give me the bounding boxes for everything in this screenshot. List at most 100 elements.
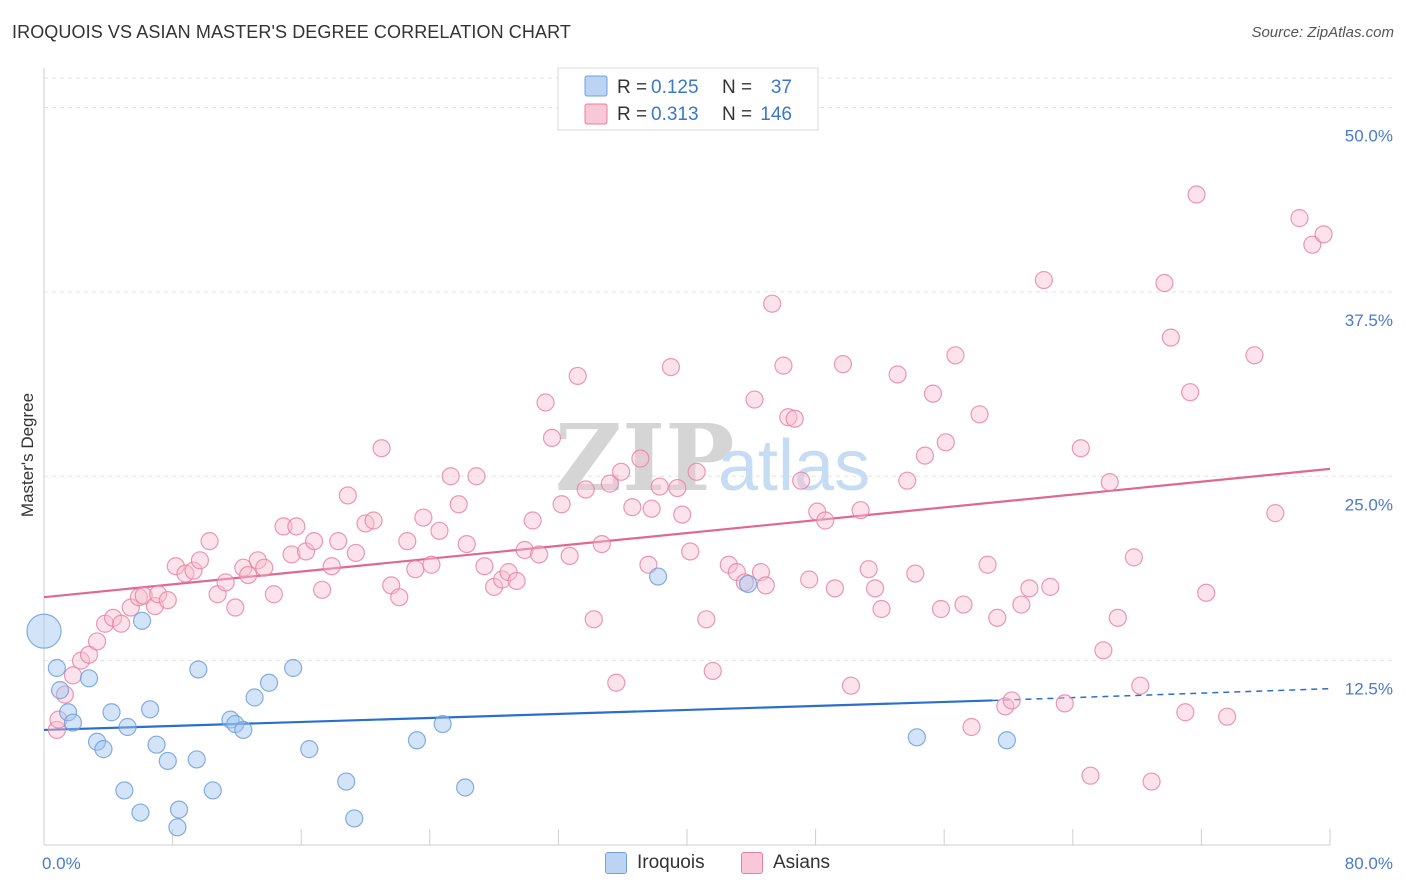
iroquois-point xyxy=(259,673,279,692)
asians-point xyxy=(346,543,365,563)
asians-swatch xyxy=(741,852,763,874)
asians-point xyxy=(542,428,562,447)
asians-point xyxy=(422,555,441,574)
iroquois-point xyxy=(158,751,177,771)
asians-point xyxy=(287,517,306,536)
asians-point xyxy=(931,599,951,619)
axes xyxy=(43,68,1331,846)
asians-point xyxy=(745,390,764,409)
asians-point xyxy=(1314,225,1333,244)
asians-point xyxy=(906,564,925,583)
iroquois-point xyxy=(234,720,253,740)
iroquois-point xyxy=(337,772,356,791)
asians-point xyxy=(1131,676,1150,695)
asians-point xyxy=(888,365,907,384)
asians-point xyxy=(1081,766,1100,785)
y-axis-label: Master's Degree xyxy=(18,393,37,517)
asians-point xyxy=(493,570,512,589)
asians-point xyxy=(248,551,267,570)
iroquois-point xyxy=(300,740,319,759)
bottom-legend-iroquois-label: Iroquois xyxy=(637,852,705,873)
asians-point xyxy=(962,717,981,737)
asians-point xyxy=(239,565,258,585)
y-tick-label: 12.5% xyxy=(1345,680,1393,699)
asians-point xyxy=(1290,209,1309,228)
watermark-zip: ZIP xyxy=(555,404,734,512)
legend-iroquois-n-value: 37 xyxy=(771,77,792,98)
watermark-atlas: atlas xyxy=(718,426,870,506)
asians-point xyxy=(611,462,631,481)
iroquois-point xyxy=(203,781,222,800)
asians-point xyxy=(398,532,417,551)
asians-point xyxy=(264,585,283,604)
asians-point xyxy=(1094,641,1113,660)
iroquois-point xyxy=(284,658,303,678)
asians-point xyxy=(865,579,885,598)
asians-point xyxy=(441,467,460,486)
iroquois-point xyxy=(26,613,62,649)
asians-point xyxy=(859,560,878,579)
legend-asians-n-label: N = xyxy=(722,104,752,125)
asians-point xyxy=(364,511,383,530)
asians-point xyxy=(978,555,997,574)
iroquois-point xyxy=(147,735,166,754)
asians-point xyxy=(406,560,425,579)
asians-point xyxy=(467,467,486,486)
iroquois-point xyxy=(140,700,160,719)
asians-point xyxy=(457,534,476,554)
asians-point xyxy=(560,546,579,566)
bottom-legend-asians: Asians xyxy=(741,852,830,874)
iroquois-point xyxy=(407,731,427,750)
asians-point xyxy=(507,571,526,591)
iroquois-point xyxy=(997,731,1016,750)
asians-point xyxy=(697,610,716,629)
asians-point xyxy=(49,710,68,729)
y-tick-labels: 12.5% 25.0% 37.5% 50.0% xyxy=(1345,127,1393,699)
iroquois-point xyxy=(94,740,113,759)
asians-point xyxy=(1181,383,1200,402)
asians-point xyxy=(1108,608,1127,627)
asians-point xyxy=(687,462,706,481)
asians-point xyxy=(322,557,341,576)
asians-point xyxy=(87,632,107,651)
chart-title: IROQUOIS VS ASIAN MASTER'S DEGREE CORREL… xyxy=(12,22,571,42)
asians-point xyxy=(851,501,870,520)
iroquois-point xyxy=(648,567,668,586)
asians-point xyxy=(639,555,658,574)
asians-point xyxy=(1020,579,1039,598)
asians-point xyxy=(1055,694,1074,713)
asians-point xyxy=(800,570,819,589)
iroquois-point xyxy=(131,803,150,822)
iroquois-point xyxy=(345,809,364,828)
asians-point xyxy=(668,478,687,498)
asians-point xyxy=(607,673,626,692)
asians-point xyxy=(190,551,210,570)
legend-asians-swatch xyxy=(584,103,608,125)
asians-point xyxy=(282,545,301,564)
asians-point xyxy=(338,486,357,505)
iroquois-point xyxy=(50,681,70,700)
iroquois-point xyxy=(189,660,208,679)
x-tick-max: 80.0% xyxy=(1345,854,1393,873)
legend-iroquois-r-value: 0.125 xyxy=(651,77,699,98)
iroquois-point xyxy=(63,713,83,732)
asians-point xyxy=(312,580,332,599)
legend-asians-r-label: R = xyxy=(617,104,647,125)
asians-point xyxy=(1155,273,1174,293)
iroquois-point xyxy=(87,732,107,751)
iroquois-point xyxy=(456,778,475,797)
asians-point xyxy=(304,532,324,551)
asians-point xyxy=(779,408,798,427)
asians-point xyxy=(226,598,245,617)
asians-point xyxy=(1002,691,1021,710)
asians-point xyxy=(673,505,692,524)
source-label: Source: ZipAtlas.com xyxy=(1251,24,1394,41)
asians-point xyxy=(681,542,700,561)
asians-point xyxy=(841,676,861,695)
asians-trend-line xyxy=(43,467,1331,599)
asians-point xyxy=(642,499,661,518)
asians-point xyxy=(833,355,853,374)
asians-point xyxy=(576,480,595,499)
asians-point xyxy=(1245,346,1264,365)
asians-point xyxy=(449,495,468,514)
